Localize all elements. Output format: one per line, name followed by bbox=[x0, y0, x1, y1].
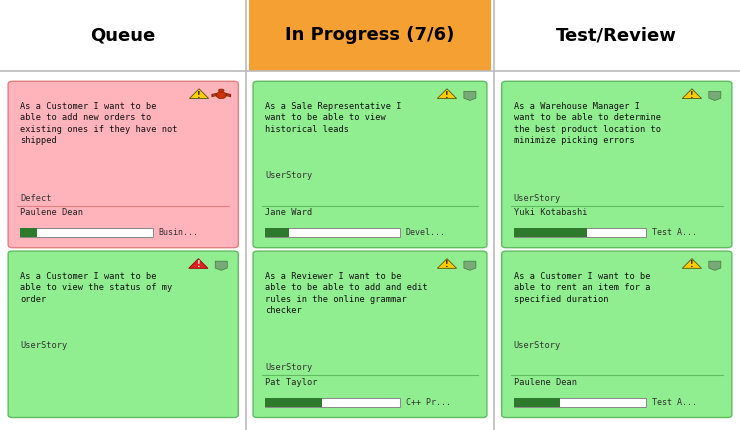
Text: As a Customer I want to be
able to rent an item for a
specified duration: As a Customer I want to be able to rent … bbox=[514, 272, 650, 304]
Polygon shape bbox=[437, 89, 457, 98]
Polygon shape bbox=[709, 261, 721, 270]
Polygon shape bbox=[437, 258, 457, 268]
FancyBboxPatch shape bbox=[265, 228, 400, 237]
Text: In Progress (7/6): In Progress (7/6) bbox=[286, 27, 454, 44]
Text: As a Customer I want to be
able to add new orders to
existing ones if they have : As a Customer I want to be able to add n… bbox=[20, 102, 178, 145]
Polygon shape bbox=[464, 91, 476, 101]
Text: As a Customer I want to be
able to view the status of my
order: As a Customer I want to be able to view … bbox=[20, 272, 172, 304]
Polygon shape bbox=[189, 258, 208, 268]
Text: UserStory: UserStory bbox=[265, 171, 312, 180]
Text: UserStory: UserStory bbox=[20, 341, 67, 350]
Text: Test A...: Test A... bbox=[652, 398, 697, 407]
Text: !: ! bbox=[690, 91, 693, 100]
Text: Test/Review: Test/Review bbox=[556, 27, 677, 44]
FancyBboxPatch shape bbox=[265, 398, 322, 407]
FancyBboxPatch shape bbox=[20, 228, 152, 237]
Text: !: ! bbox=[445, 261, 448, 270]
Ellipse shape bbox=[216, 92, 226, 98]
Text: Jane Ward: Jane Ward bbox=[265, 208, 312, 217]
Text: Paulene Dean: Paulene Dean bbox=[20, 208, 83, 217]
FancyBboxPatch shape bbox=[514, 398, 560, 407]
Text: As a Warehouse Manager I
want to be able to determine
the best product location : As a Warehouse Manager I want to be able… bbox=[514, 102, 661, 145]
Text: Paulene Dean: Paulene Dean bbox=[514, 378, 576, 387]
Polygon shape bbox=[464, 261, 476, 270]
Polygon shape bbox=[215, 261, 227, 270]
FancyBboxPatch shape bbox=[514, 398, 646, 407]
Ellipse shape bbox=[218, 89, 224, 92]
Text: Busin...: Busin... bbox=[158, 228, 198, 237]
Text: Pat Taylor: Pat Taylor bbox=[265, 378, 317, 387]
FancyBboxPatch shape bbox=[253, 81, 487, 248]
FancyBboxPatch shape bbox=[514, 228, 646, 237]
FancyBboxPatch shape bbox=[249, 0, 491, 71]
Text: C++ Pr...: C++ Pr... bbox=[406, 398, 451, 407]
Text: !: ! bbox=[197, 261, 200, 270]
Text: Defect: Defect bbox=[20, 194, 52, 203]
Polygon shape bbox=[682, 89, 702, 98]
Text: !: ! bbox=[445, 91, 448, 100]
FancyBboxPatch shape bbox=[8, 251, 238, 418]
Text: Yuki Kotabashi: Yuki Kotabashi bbox=[514, 208, 587, 217]
FancyBboxPatch shape bbox=[20, 228, 37, 237]
FancyBboxPatch shape bbox=[497, 0, 736, 71]
Text: Queue: Queue bbox=[90, 27, 156, 44]
FancyBboxPatch shape bbox=[265, 228, 289, 237]
Polygon shape bbox=[682, 258, 702, 268]
Text: UserStory: UserStory bbox=[514, 341, 561, 350]
Polygon shape bbox=[709, 91, 721, 101]
Polygon shape bbox=[189, 89, 209, 98]
Text: As a Reviewer I want to be
able to be able to add and edit
rules in the online g: As a Reviewer I want to be able to be ab… bbox=[265, 272, 428, 315]
Text: !: ! bbox=[690, 261, 693, 270]
Text: UserStory: UserStory bbox=[265, 363, 312, 372]
FancyBboxPatch shape bbox=[253, 251, 487, 418]
Text: Devel...: Devel... bbox=[406, 228, 445, 237]
FancyBboxPatch shape bbox=[502, 251, 732, 418]
FancyBboxPatch shape bbox=[8, 81, 238, 248]
FancyBboxPatch shape bbox=[4, 0, 243, 71]
Text: Test A...: Test A... bbox=[652, 228, 697, 237]
Text: !: ! bbox=[198, 91, 201, 100]
Text: As a Sale Representative I
want to be able to view
historical leads: As a Sale Representative I want to be ab… bbox=[265, 102, 401, 134]
FancyBboxPatch shape bbox=[502, 81, 732, 248]
FancyBboxPatch shape bbox=[514, 228, 587, 237]
Text: UserStory: UserStory bbox=[514, 194, 561, 203]
FancyBboxPatch shape bbox=[265, 398, 400, 407]
